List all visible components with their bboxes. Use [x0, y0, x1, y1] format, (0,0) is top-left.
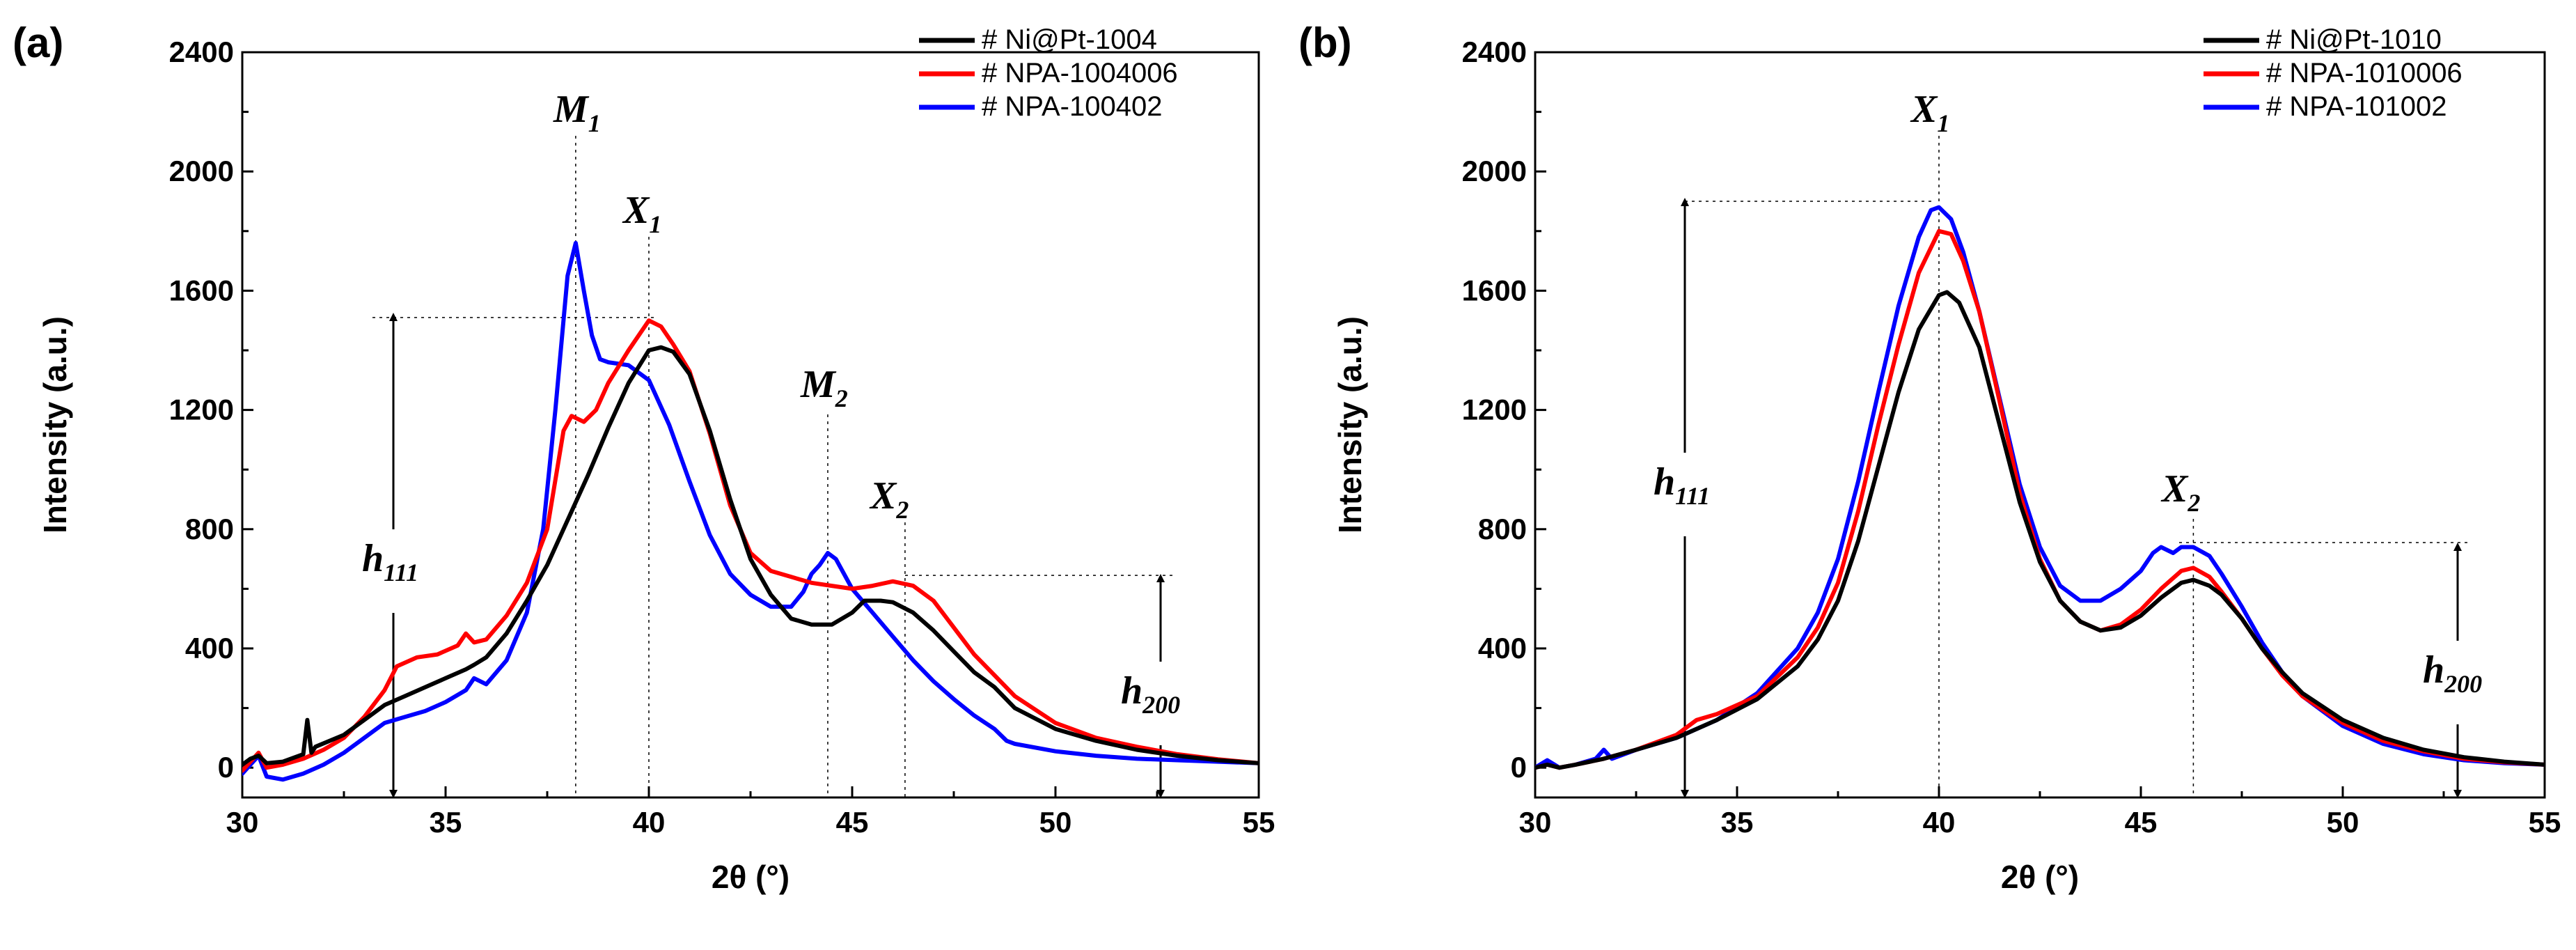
x2-label-main: X: [869, 474, 897, 517]
y-tick-label: 1600: [1462, 274, 1527, 306]
legend-entry-2: # NPA-1004006: [982, 58, 1178, 88]
x1-label-main: X: [1910, 88, 1938, 131]
legend: # Ni@Pt-1010# NPA-1010006# NPA-101002: [2204, 24, 2463, 122]
series-line-3: [242, 240, 1259, 782]
x-tick-label: 30: [1519, 806, 1552, 839]
x1-label-sub: 1: [649, 210, 661, 238]
x1-label-sub: 1: [1937, 109, 1949, 137]
x1-label-main: X: [622, 189, 650, 232]
y-tick-label: 1600: [169, 274, 234, 306]
legend-entry-3: # NPA-100402: [982, 91, 1162, 122]
x2-label-sub: 2: [2187, 489, 2200, 517]
h200-label-sub: 200: [2444, 670, 2482, 698]
series-line-2: [242, 318, 1259, 773]
chart-panel-a: (a)30 35 40 45 50 55040080012001600200024002θ…: [13, 20, 1275, 895]
y-tick-label: 400: [1478, 632, 1527, 664]
x-tick-label: 45: [2125, 806, 2158, 839]
series-line-1: [242, 345, 1259, 767]
x2-label-main: X: [2160, 467, 2189, 511]
x-tick-label: 45: [836, 806, 869, 839]
series-line-1: [1535, 290, 2545, 770]
y-tick-label: 0: [218, 751, 234, 784]
y-tick-label: 1200: [169, 394, 234, 426]
x2-label-sub: 2: [895, 496, 909, 524]
plot-frame: [241, 51, 1260, 799]
legend-entry-1: # Ni@Pt-1004: [982, 24, 1157, 55]
m2-label-sub: 2: [835, 384, 848, 412]
h200-label: h200: [1121, 669, 1180, 719]
series-layer: [1535, 205, 2545, 770]
y-tick-label: 2000: [1462, 155, 1527, 187]
legend: # Ni@Pt-1004# NPA-1004006# NPA-100402: [919, 24, 1178, 122]
legend-entry-1: # Ni@Pt-1010: [2266, 24, 2442, 55]
panel-label: (a): [13, 20, 63, 66]
m1-label-main: M: [553, 88, 590, 131]
x-axis-title: 2θ (°): [712, 859, 790, 895]
x2-label: X2: [869, 474, 909, 524]
h200-label: h200: [2423, 648, 2482, 698]
h200-label-main: h: [1121, 669, 1142, 712]
y-tick-label: 0: [1511, 751, 1527, 784]
y-axis-title: Intensity (a.u.): [1332, 316, 1368, 534]
legend-entry-3: # NPA-101002: [2266, 91, 2447, 122]
m1-label: M1: [553, 88, 601, 137]
series-layer: [242, 240, 1259, 782]
h200-label-main: h: [2423, 648, 2444, 692]
y-tick-label: 800: [185, 513, 234, 545]
panel-label: (b): [1298, 20, 1352, 66]
x-tick-label: 55: [1243, 806, 1275, 839]
h111-label-main: h: [1654, 460, 1675, 504]
x-tick-label: 50: [2327, 806, 2359, 839]
y-axis-title: Intensity (a.u.): [37, 316, 73, 534]
y-tick-label: 400: [185, 632, 234, 664]
y-tick-label: 2400: [1462, 36, 1527, 68]
m2-label: M2: [800, 363, 848, 412]
legend-entry-2: # NPA-1010006: [2266, 58, 2463, 88]
x-tick-label: 40: [633, 806, 666, 839]
m2-label-main: M: [800, 363, 837, 406]
y-tick-label: 2000: [169, 155, 234, 187]
h111-label-sub: 111: [1675, 482, 1710, 510]
x-tick-label: 55: [2529, 806, 2561, 839]
x-tick-label: 35: [430, 806, 462, 839]
x2-label: X2: [2160, 467, 2200, 517]
h111-label: h111: [362, 537, 418, 586]
m1-label-sub: 1: [588, 109, 601, 137]
x-tick-label: 40: [1923, 806, 1956, 839]
y-tick-label: 2400: [169, 36, 234, 68]
x-tick-label: 35: [1721, 806, 1754, 839]
y-tick-label: 1200: [1462, 394, 1527, 426]
h111-label: h111: [1654, 460, 1710, 510]
plot-frame: [1534, 51, 2546, 799]
x1-label: X1: [1910, 88, 1949, 137]
x-tick-label: 50: [1039, 806, 1072, 839]
h111-label-main: h: [362, 537, 384, 580]
x-tick-label: 30: [226, 806, 259, 839]
chart-panel-b: (b)30 35 40 45 50 55040080012001600200024002θ…: [1298, 20, 2561, 895]
y-tick-label: 800: [1478, 513, 1527, 545]
h200-label-sub: 200: [1142, 691, 1180, 719]
x-axis-title: 2θ (°): [2001, 859, 2079, 895]
h111-label-sub: 111: [384, 559, 418, 586]
panels-layer: (a)30 35 40 45 50 55040080012001600200024002θ…: [13, 20, 2561, 895]
x1-label: X1: [622, 189, 661, 238]
